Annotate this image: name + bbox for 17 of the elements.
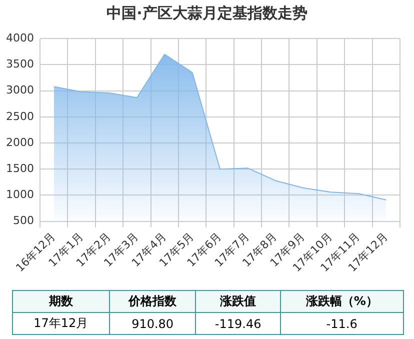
text: 910.80	[109, 312, 196, 334]
text: 期数	[12, 290, 110, 312]
y-tick-label: 4000	[6, 31, 34, 44]
chart-title: 中国·产区大蒜月定基指数走势	[106, 4, 308, 24]
text: 价格指数	[109, 290, 196, 312]
text: 17年12月	[12, 312, 110, 334]
text: 涨跌值	[196, 290, 280, 312]
y-tick-label: 2500	[6, 110, 34, 123]
y-tick-label: 3000	[6, 84, 34, 97]
text: 涨跌幅（%）	[280, 290, 404, 312]
y-tick-label: 1500	[6, 162, 34, 175]
y-tick-label: 2000	[6, 136, 34, 149]
text: -119.46	[196, 312, 280, 334]
text: -11.6	[280, 312, 404, 334]
y-tick-label: 1000	[6, 188, 34, 202]
y-tick-label: 500	[12, 214, 34, 228]
y-tick-label: 3500	[6, 58, 34, 71]
